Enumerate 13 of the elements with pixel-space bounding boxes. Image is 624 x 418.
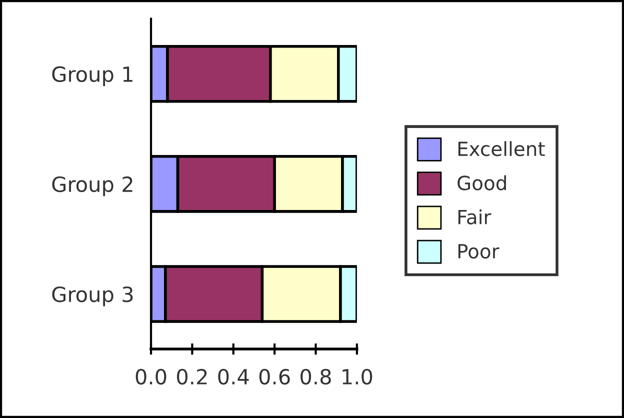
- legend-label: Fair: [458, 209, 492, 224]
- x-tick-label: 0.2: [177, 368, 207, 385]
- legend-label: Poor: [458, 244, 500, 259]
- y-tick-label: Group 3: [52, 286, 133, 306]
- legend-label: Excellent: [458, 141, 545, 156]
- x-tick-label: 0.8: [300, 368, 331, 385]
- x-tick-label: 0.4: [218, 368, 249, 385]
- y-tick-label: Group 2: [52, 176, 132, 196]
- y-tick-label: Group 1: [52, 66, 132, 86]
- legend-label: Good: [458, 175, 506, 190]
- x-tick-label: 0.6: [259, 368, 290, 385]
- x-tick-label: 1.0: [342, 368, 372, 385]
- x-tick-label: 0.0: [136, 368, 166, 385]
